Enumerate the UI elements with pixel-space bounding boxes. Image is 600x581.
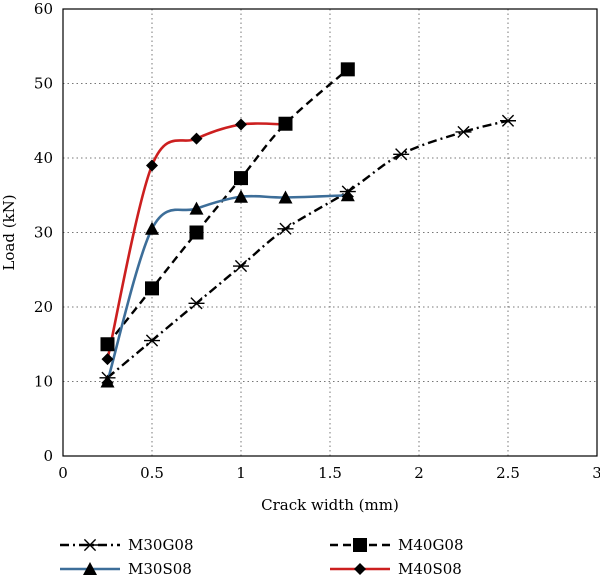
data-point-M30G08 bbox=[188, 297, 205, 310]
y-tick-label: 60 bbox=[34, 0, 53, 18]
data-point-M30S08 bbox=[234, 189, 248, 203]
legend-label: M30G08 bbox=[128, 536, 194, 554]
x-tick-label: 0 bbox=[58, 464, 68, 482]
x-tick-labels: 0 0.5 1 1.5 2 2.5 3 bbox=[58, 464, 600, 482]
legend-label: M30S08 bbox=[128, 560, 192, 578]
y-tick-label: 20 bbox=[34, 298, 53, 316]
data-point-M40S08 bbox=[235, 118, 247, 131]
legend-label: M40S08 bbox=[398, 560, 462, 578]
data-point-M30G08 bbox=[455, 125, 472, 139]
x-tick-label: 2 bbox=[414, 464, 424, 482]
data-point-M40G08 bbox=[340, 62, 355, 77]
x-tick-label: 1 bbox=[236, 464, 246, 482]
y-tick-label: 50 bbox=[34, 75, 53, 93]
legend: M30G08 M40G08 M30S08 M40S08 bbox=[60, 536, 464, 578]
data-point-M40S08 bbox=[146, 159, 158, 172]
y-tick-label: 30 bbox=[34, 224, 53, 242]
data-point-M40G08 bbox=[100, 337, 115, 352]
series-lines bbox=[106, 68, 509, 382]
x-tick-label: 2.5 bbox=[496, 464, 520, 482]
legend-item-M30G08: M30G08 bbox=[60, 536, 194, 554]
y-tick-label: 40 bbox=[34, 149, 53, 167]
legend-item-M30S08: M30S08 bbox=[60, 560, 192, 578]
data-point-M30G08 bbox=[277, 222, 294, 235]
y-axis-title: Load (kN) bbox=[0, 194, 18, 270]
legend-label: M40G08 bbox=[398, 536, 464, 554]
series-line-M30G08 bbox=[106, 119, 509, 379]
data-point-M30G08 bbox=[500, 114, 516, 127]
data-point-M30S08 bbox=[189, 201, 204, 215]
legend-marker bbox=[82, 538, 98, 552]
data-point-M30G08 bbox=[144, 334, 160, 347]
x-tick-label: 1.5 bbox=[318, 464, 342, 482]
x-tick-label: 3 bbox=[592, 464, 600, 482]
y-tick-labels: 0 10 20 30 40 50 60 bbox=[34, 0, 53, 465]
data-point-M40G08 bbox=[189, 225, 204, 240]
data-point-M30S08 bbox=[278, 190, 293, 204]
legend-marker bbox=[83, 562, 97, 575]
data-point-M30S08 bbox=[100, 374, 115, 388]
legend-marker bbox=[353, 538, 367, 552]
data-point-M30S08 bbox=[340, 188, 355, 202]
y-tick-label: 10 bbox=[34, 373, 53, 391]
data-point-M40S08 bbox=[190, 132, 203, 145]
x-axis-title: Crack width (mm) bbox=[261, 496, 399, 514]
data-point-M40S08 bbox=[101, 353, 114, 366]
legend-item-M40G08: M40G08 bbox=[330, 536, 464, 554]
data-point-M30G08 bbox=[233, 259, 249, 273]
data-point-M30G08 bbox=[393, 148, 410, 161]
plot-frame bbox=[62, 8, 598, 457]
grid-lines bbox=[63, 9, 597, 456]
series-markers bbox=[99, 62, 516, 388]
data-point-M40G08 bbox=[234, 171, 248, 186]
series-line-M40G08 bbox=[106, 68, 349, 345]
data-point-M40S08 bbox=[279, 118, 292, 131]
x-tick-label: 0.5 bbox=[140, 464, 164, 482]
data-point-M30S08 bbox=[145, 221, 159, 235]
series-line-M40S08 bbox=[106, 122, 286, 360]
legend-item-M40S08: M40S08 bbox=[330, 560, 462, 578]
legend-marker bbox=[354, 563, 366, 575]
y-tick-label: 0 bbox=[43, 447, 53, 465]
data-point-M40G08 bbox=[145, 281, 159, 296]
series-line-M30S08 bbox=[106, 193, 348, 382]
